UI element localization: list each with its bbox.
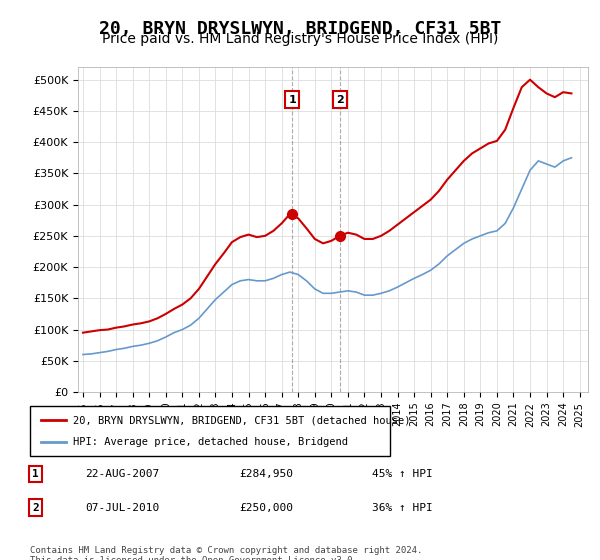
- FancyBboxPatch shape: [30, 406, 390, 456]
- Text: 1: 1: [289, 95, 296, 105]
- Text: Contains HM Land Registry data © Crown copyright and database right 2024.
This d: Contains HM Land Registry data © Crown c…: [30, 546, 422, 560]
- Text: 20, BRYN DRYSLWYN, BRIDGEND, CF31 5BT: 20, BRYN DRYSLWYN, BRIDGEND, CF31 5BT: [99, 20, 501, 38]
- Text: 36% ↑ HPI: 36% ↑ HPI: [372, 502, 433, 512]
- Text: Price paid vs. HM Land Registry's House Price Index (HPI): Price paid vs. HM Land Registry's House …: [102, 32, 498, 46]
- Text: 1: 1: [32, 469, 39, 479]
- Text: £284,950: £284,950: [240, 469, 294, 479]
- Text: HPI: Average price, detached house, Bridgend: HPI: Average price, detached house, Brid…: [73, 437, 348, 447]
- Text: 45% ↑ HPI: 45% ↑ HPI: [372, 469, 433, 479]
- Text: 20, BRYN DRYSLWYN, BRIDGEND, CF31 5BT (detached house): 20, BRYN DRYSLWYN, BRIDGEND, CF31 5BT (d…: [73, 415, 410, 425]
- Text: 07-JUL-2010: 07-JUL-2010: [85, 502, 160, 512]
- Text: 2: 2: [336, 95, 344, 105]
- Text: £250,000: £250,000: [240, 502, 294, 512]
- Text: 22-AUG-2007: 22-AUG-2007: [85, 469, 160, 479]
- Text: 2: 2: [32, 502, 39, 512]
